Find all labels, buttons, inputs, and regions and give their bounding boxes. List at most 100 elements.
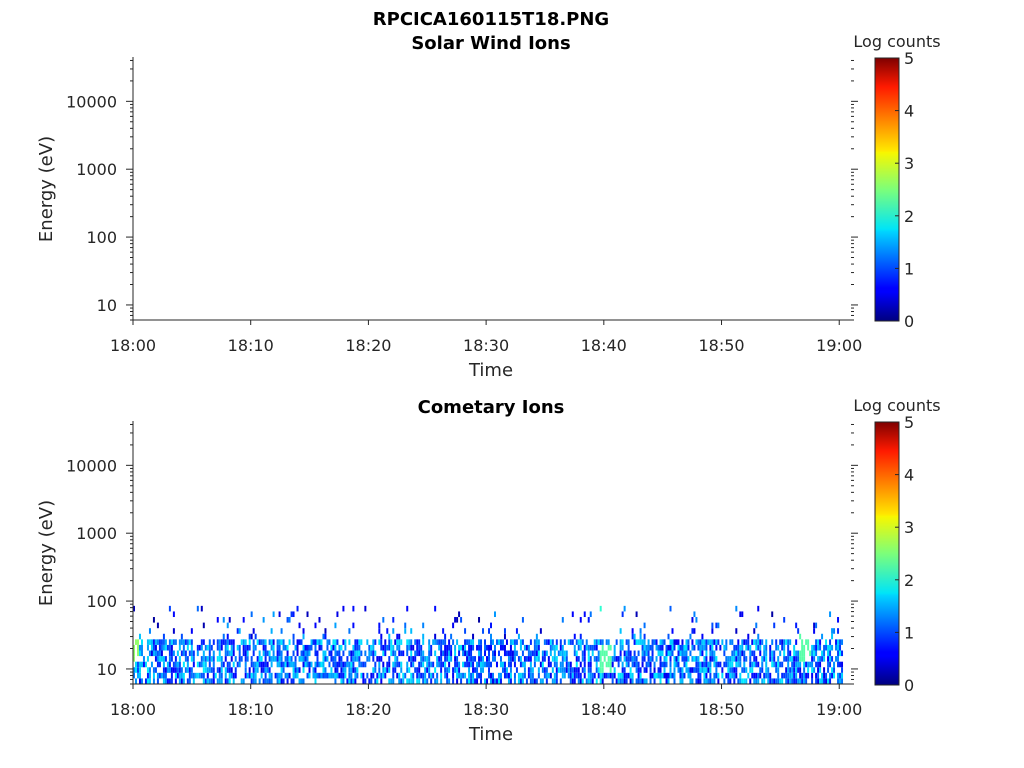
spectrogram-cell — [172, 611, 175, 618]
spectrogram-cell — [304, 656, 307, 662]
y-axis-label: Energy (eV) — [36, 136, 57, 242]
spectrogram-cell — [314, 650, 317, 657]
spectrogram-cell — [246, 650, 249, 657]
spectrogram-cell — [799, 661, 802, 668]
spectrogram-cell — [659, 639, 662, 645]
spectrogram-cell — [206, 667, 209, 673]
spectrogram-cell — [380, 678, 383, 684]
spectrogram-cell — [563, 656, 566, 662]
spectrogram-cell — [513, 656, 516, 662]
spectrogram-cell — [611, 678, 614, 684]
spectrogram-cell — [156, 622, 159, 629]
spectrogram-cell — [174, 667, 177, 673]
spectrogram-cell — [316, 672, 319, 679]
spectrogram-cell — [819, 644, 822, 651]
spectrogram-cell — [617, 678, 620, 684]
spectrogram-cell — [314, 678, 317, 684]
spectrogram-cell — [511, 639, 514, 645]
spectrogram-cell — [394, 650, 397, 657]
spectrogram-cell — [470, 639, 473, 645]
spectrogram-cell — [587, 644, 590, 651]
spectrogram-cell — [655, 639, 658, 645]
spectrogram-cell — [563, 672, 566, 679]
spectrogram-cell — [705, 644, 708, 651]
spectrogram-cell — [767, 667, 770, 673]
spectrogram-cell — [460, 617, 463, 623]
spectrogram-cell — [751, 672, 754, 679]
spectrogram-cell — [344, 661, 347, 668]
spectrogram-cell — [410, 678, 413, 684]
spectrogram-cell — [492, 672, 494, 679]
spectrogram-cell — [476, 661, 479, 668]
spectrogram-cell — [488, 661, 490, 668]
spectrogram-cell — [613, 644, 616, 651]
spectrogram-cell — [759, 639, 762, 645]
x-tick-label: 18:10 — [228, 700, 274, 719]
spectrogram-cell — [328, 639, 331, 645]
spectrogram-cell — [388, 633, 391, 640]
spectrogram-cell — [310, 661, 313, 668]
spectrogram-cell — [517, 656, 520, 662]
spectrogram-cell — [701, 667, 704, 673]
spectrogram-cell — [747, 639, 750, 645]
spectrogram-cell — [208, 667, 211, 673]
spectrogram-cell — [521, 678, 524, 684]
spectrogram-cell — [603, 672, 606, 679]
spectrogram-cell — [599, 605, 602, 612]
spectrogram-cell — [392, 628, 395, 634]
spectrogram-cell — [561, 617, 564, 623]
spectrogram-cell — [541, 678, 544, 684]
spectrogram-cell — [629, 672, 632, 679]
spectrogram-cell — [208, 661, 211, 668]
spectrogram-cell — [220, 672, 223, 679]
spectrogram-cell — [468, 650, 471, 657]
spectrogram-cell — [216, 644, 219, 651]
spectrogram-cell — [378, 628, 381, 634]
spectrogram-cell — [418, 661, 421, 668]
spectrogram-cell — [795, 661, 798, 668]
spectrogram-cell — [398, 661, 401, 668]
spectrogram-cell — [476, 667, 479, 673]
spectrogram-cell — [486, 661, 489, 668]
spectrogram-cell — [823, 667, 826, 673]
spectrogram-cell — [727, 667, 730, 673]
spectrogram-cell — [134, 661, 137, 668]
spectrogram-cell — [825, 639, 828, 645]
spectrogram-cell — [831, 628, 834, 634]
spectrogram-cell — [519, 644, 522, 651]
spectrogram-cell — [244, 667, 247, 673]
spectrogram-cell — [503, 628, 506, 634]
spectrogram-cell — [362, 672, 365, 679]
spectrogram-cell — [781, 672, 784, 679]
spectrogram-cell — [583, 650, 586, 657]
spectrogram-cell — [418, 644, 421, 651]
spectrogram-cell — [230, 656, 233, 662]
spectrogram-cell — [138, 667, 141, 673]
spectrogram-cell — [342, 678, 345, 684]
spectrogram-cell — [138, 633, 141, 640]
spectrogram-cell — [334, 650, 337, 657]
spectrogram-cell — [264, 667, 267, 673]
spectrogram-cell — [338, 672, 341, 679]
spectrogram-cell — [302, 644, 305, 651]
spectrogram-cell — [787, 678, 790, 684]
spectrogram-cell — [320, 639, 323, 645]
spectrogram-cell — [623, 672, 626, 679]
spectrogram-cell — [509, 672, 512, 679]
spectrogram-cell — [783, 644, 786, 651]
spectrogram-cell — [210, 667, 213, 673]
spectrogram-cell — [811, 650, 814, 657]
spectrogram-cell — [691, 644, 694, 651]
spectrogram-cell — [677, 656, 680, 662]
spectrogram-cell — [464, 672, 467, 679]
spectrogram-cell — [454, 617, 457, 623]
spectrogram-cell — [631, 661, 634, 668]
spectrogram-cell — [398, 633, 401, 640]
spectrogram-cell — [246, 644, 249, 651]
spectrogram-cell — [533, 656, 536, 662]
spectrogram-cell — [749, 678, 752, 684]
spectrogram-cell — [561, 667, 564, 673]
spectrogram-cell — [677, 639, 680, 645]
spectrogram-cell — [519, 678, 522, 684]
spectrogram-cell — [589, 678, 592, 684]
